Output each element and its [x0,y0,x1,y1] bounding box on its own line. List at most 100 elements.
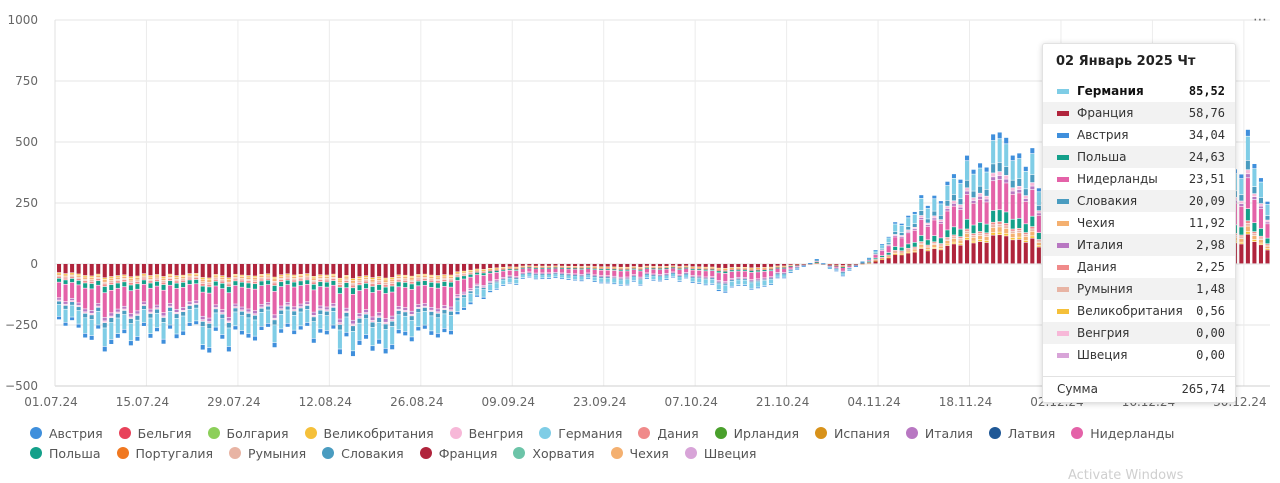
bar-segment[interactable] [1023,242,1028,264]
bar-segment[interactable] [239,330,244,335]
bar-segment[interactable] [494,270,499,273]
bar-segment[interactable] [586,264,591,266]
bar-segment[interactable] [246,318,251,334]
bar-segment[interactable] [1258,182,1263,198]
bar-segment[interactable] [279,310,284,315]
bar-segment[interactable] [370,282,375,284]
bar-segment[interactable] [880,250,885,251]
bar-segment[interactable] [749,268,754,269]
bar-segment[interactable] [514,269,519,271]
bar-segment[interactable] [403,331,408,336]
bar-segment[interactable] [716,280,721,282]
bar-segment[interactable] [174,277,179,280]
bar-segment[interactable] [919,235,924,242]
bar-segment[interactable] [1023,201,1028,224]
bar-segment[interactable] [252,277,258,280]
bar-segment[interactable] [716,271,721,273]
legend-item[interactable]: Латвия [988,424,1055,442]
bar-segment[interactable] [1004,183,1009,212]
bar-segment[interactable] [96,307,101,311]
bar-segment[interactable] [501,277,506,279]
bar-segment[interactable] [115,313,120,318]
bar-segment[interactable] [57,272,62,274]
bar-segment[interactable] [187,278,192,280]
bar-segment[interactable] [96,285,101,304]
bar-segment[interactable] [592,270,597,275]
bar-segment[interactable] [213,278,218,279]
bar-segment[interactable] [442,276,447,278]
bar-segment[interactable] [475,284,480,286]
bar-segment[interactable] [716,289,721,292]
bar-segment[interactable] [246,283,251,288]
bar-segment[interactable] [1239,244,1244,264]
bar-segment[interactable] [233,275,238,278]
bar-segment[interactable] [514,267,519,269]
bar-segment[interactable] [644,267,649,269]
bar-segment[interactable] [1023,166,1028,172]
bar-segment[interactable] [298,304,303,307]
bar-segment[interactable] [625,269,630,271]
bar-segment[interactable] [945,185,950,201]
bar-segment[interactable] [259,281,264,286]
bar-segment[interactable] [174,279,179,281]
bar-segment[interactable] [1245,223,1250,226]
bar-segment[interactable] [168,285,173,304]
bar-segment[interactable] [435,264,440,276]
bar-segment[interactable] [1030,148,1035,154]
bar-segment[interactable] [298,264,303,274]
bar-segment[interactable] [364,312,369,314]
bar-segment[interactable] [148,281,153,283]
bar-segment[interactable] [520,264,525,266]
bar-segment[interactable] [475,288,480,295]
bar-segment[interactable] [762,279,767,281]
bar-segment[interactable] [174,288,179,310]
bar-segment[interactable] [912,223,917,227]
bar-segment[interactable] [997,224,1002,227]
bar-segment[interactable] [448,307,453,310]
bar-segment[interactable] [599,268,604,270]
bar-segment[interactable] [579,276,584,280]
bar-segment[interactable] [383,280,388,283]
bar-segment[interactable] [135,320,140,337]
bar-segment[interactable] [102,321,107,323]
bar-segment[interactable] [1010,194,1015,219]
bar-segment[interactable] [520,267,525,269]
bar-segment[interactable] [978,196,983,199]
bar-segment[interactable] [462,272,467,274]
bar-segment[interactable] [70,305,75,317]
bar-segment[interactable] [651,274,656,276]
bar-segment[interactable] [442,314,447,328]
bar-segment[interactable] [468,291,473,294]
bar-segment[interactable] [246,288,251,309]
bar-segment[interactable] [893,237,898,247]
bar-segment[interactable] [978,241,983,264]
bar-segment[interactable] [207,329,212,348]
bar-segment[interactable] [455,273,460,275]
bar-segment[interactable] [925,240,930,245]
bar-segment[interactable] [729,267,734,269]
bar-segment[interactable] [964,188,970,191]
bar-segment[interactable] [1030,236,1035,238]
bar-segment[interactable] [788,272,793,273]
bar-segment[interactable] [324,311,329,316]
bar-segment[interactable] [579,264,584,267]
bar-segment[interactable] [259,285,264,305]
bar-segment[interactable] [318,282,323,287]
bar-segment[interactable] [945,181,950,186]
bar-segment[interactable] [1265,249,1270,250]
bar-segment[interactable] [1017,193,1022,219]
bar-segment[interactable] [579,280,584,282]
bar-segment[interactable] [984,242,989,264]
bar-segment[interactable] [409,316,414,321]
bar-segment[interactable] [481,285,486,287]
bar-segment[interactable] [135,314,140,316]
bar-segment[interactable] [755,267,760,269]
bar-segment[interactable] [997,210,1002,222]
bar-segment[interactable] [239,278,244,280]
bar-segment[interactable] [736,271,741,277]
bar-segment[interactable] [390,319,395,321]
bar-segment[interactable] [664,264,669,266]
bar-segment[interactable] [174,334,179,339]
bar-segment[interactable] [63,309,68,322]
bar-segment[interactable] [1265,246,1270,249]
